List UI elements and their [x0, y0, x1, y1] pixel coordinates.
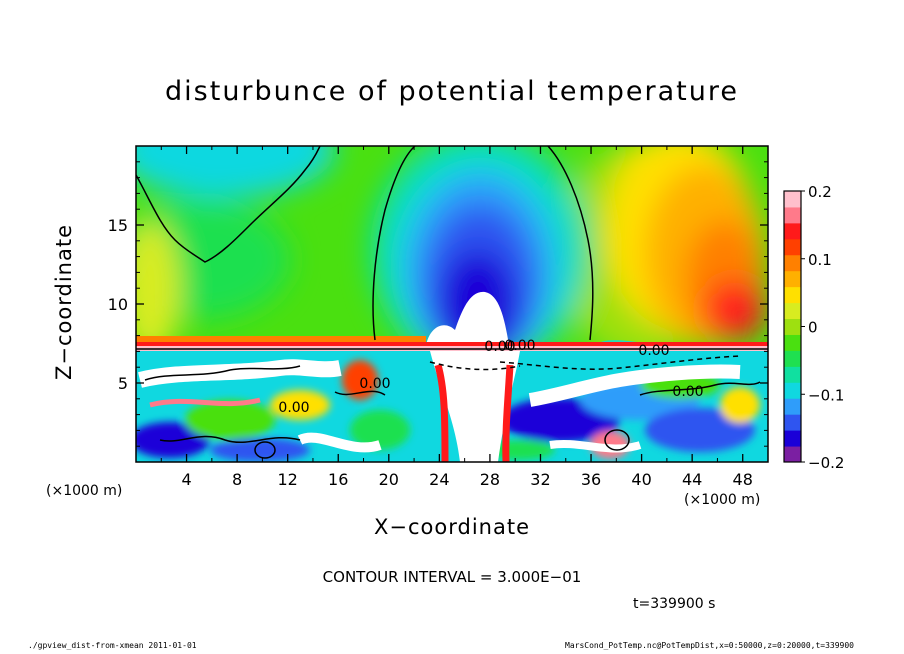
contour-label-0: 0.00: [359, 376, 390, 392]
colorbar-tick-label-3: −0.1: [808, 386, 844, 404]
colorbar-tick-label-2: 0: [808, 319, 818, 337]
x-unit-label-left: (×1000 m): [46, 483, 123, 499]
x-tick-label-8: 36: [581, 470, 601, 489]
footer-right-text: MarsCond_PotTemp.nc@PotTempDist,x=0:5000…: [565, 641, 854, 650]
colorbar-segment-1: [784, 430, 801, 447]
x-tick-label-1: 8: [232, 470, 242, 489]
x-tick-label-5: 24: [429, 470, 449, 489]
contour-lines: [136, 146, 768, 459]
chart-title: disturbunce of potential temperature: [165, 76, 739, 107]
y-tick-label-1: 10: [108, 295, 128, 314]
x-tick-label-0: 4: [181, 470, 191, 489]
contour-labels: 0.000.000.00 0.000.000.00: [278, 338, 703, 416]
contour-dashed-right: [499, 355, 741, 370]
field-lower-red-plume-left: [434, 364, 449, 462]
x-axis-ticks: 4 8 12 16 20 24 28 32 36 40 44 48: [160, 146, 769, 489]
field-lower-white-streak-mid: [549, 440, 642, 453]
field-lower-white-streak-right: [528, 364, 741, 407]
field-lower-yellow-1: [270, 390, 330, 420]
contour-lower-ring-2: [254, 441, 276, 459]
potential-temperature-field: [136, 146, 768, 462]
colorbar-segment-9: [784, 302, 801, 320]
colorbar-segment-12: [784, 254, 801, 272]
y-tick-label-2: 15: [108, 216, 128, 235]
contour-lower-left: [144, 365, 301, 381]
x-unit-label-right: (×1000 m): [684, 492, 761, 508]
field-lower-green-1: [185, 400, 275, 440]
contour-dashed-center: [429, 361, 521, 371]
contour-lower-mid: [334, 390, 386, 396]
field-lower-yellow-2: [720, 387, 760, 423]
contour-interval-text: CONTOUR INTERVAL = 3.000E−01: [322, 568, 582, 586]
x-tick-label-10: 44: [682, 470, 702, 489]
contour-label-1: 0.00: [278, 400, 309, 416]
contour-label-5: 0.00: [504, 338, 535, 354]
contour-lower-right: [639, 381, 761, 396]
field-lower-red-1: [342, 360, 378, 400]
contour-zero-left: [136, 146, 321, 263]
contour-zero-plume: [372, 146, 594, 341]
field-lower-white-plume: [430, 351, 520, 462]
y-tick-label-0: 5: [118, 374, 128, 393]
field-lower-blue-2: [210, 438, 310, 462]
colorbar-tick-label-1: 0.1: [808, 251, 832, 269]
colorbar-segment-5: [784, 366, 801, 383]
x-tick-label-6: 28: [480, 470, 500, 489]
x-axis-label: X−coordinate: [374, 515, 530, 539]
field-inversion-band-orange: [136, 336, 426, 344]
colorbar-segment-6: [784, 350, 801, 367]
field-blob-yellow-left: [136, 220, 180, 360]
field-inversion-band-red: [136, 342, 768, 347]
colorbar-tick-label-0: 0.2: [808, 183, 832, 201]
contour-label-2: 0.00: [484, 339, 515, 355]
y-axis-ticks: 5 10 15: [108, 161, 768, 447]
colorbar-segment-2: [784, 414, 801, 431]
field-lower-green-2: [350, 410, 410, 450]
colorbar-segment-11: [784, 270, 801, 288]
x-tick-label-9: 40: [631, 470, 651, 489]
colorbar-segment-14: [784, 222, 801, 240]
x-tick-label-2: 12: [278, 470, 298, 489]
colorbar-tick-label-4: −0.2: [808, 454, 844, 472]
colorbar-segment-0: [784, 446, 801, 463]
x-tick-label-3: 16: [328, 470, 348, 489]
colorbar-segment-7: [784, 334, 801, 351]
colorbar-segment-15: [784, 206, 801, 224]
contour-lower-ring-1: [604, 429, 630, 451]
colorbar-segment-10: [784, 286, 801, 304]
field-lower-white-streak-bottom: [297, 432, 382, 453]
field-lower-pink-streak-left: [149, 397, 261, 408]
field-blob-red-right: [705, 280, 765, 340]
field-blob-cyan-topleft: [136, 146, 335, 198]
footer-left-text: ./gpview_dist-from-xmean 2011-01-01: [28, 641, 197, 650]
colorbar: 0.2 0.1 0 −0.1 −0.2: [783, 183, 844, 472]
time-text: t=339900 s: [633, 596, 716, 612]
contour-label-3: 0.00: [638, 343, 669, 359]
contour-label-4: 0.00: [672, 384, 703, 400]
colorbar-segment-13: [784, 238, 801, 256]
colorbar-segment-4: [784, 382, 801, 399]
field-lower-white-streak-left: [138, 359, 342, 388]
field-white-dome: [425, 291, 510, 351]
x-tick-label-4: 20: [379, 470, 399, 489]
x-tick-label-11: 48: [733, 470, 753, 489]
contour-lower-bottom: [159, 435, 301, 444]
field-lower-red-plume-right: [502, 364, 514, 462]
x-tick-label-7: 32: [530, 470, 550, 489]
colorbar-segment-8: [784, 318, 801, 335]
colorbar-segment-3: [784, 398, 801, 415]
colorbar-segment-16: [784, 191, 801, 208]
